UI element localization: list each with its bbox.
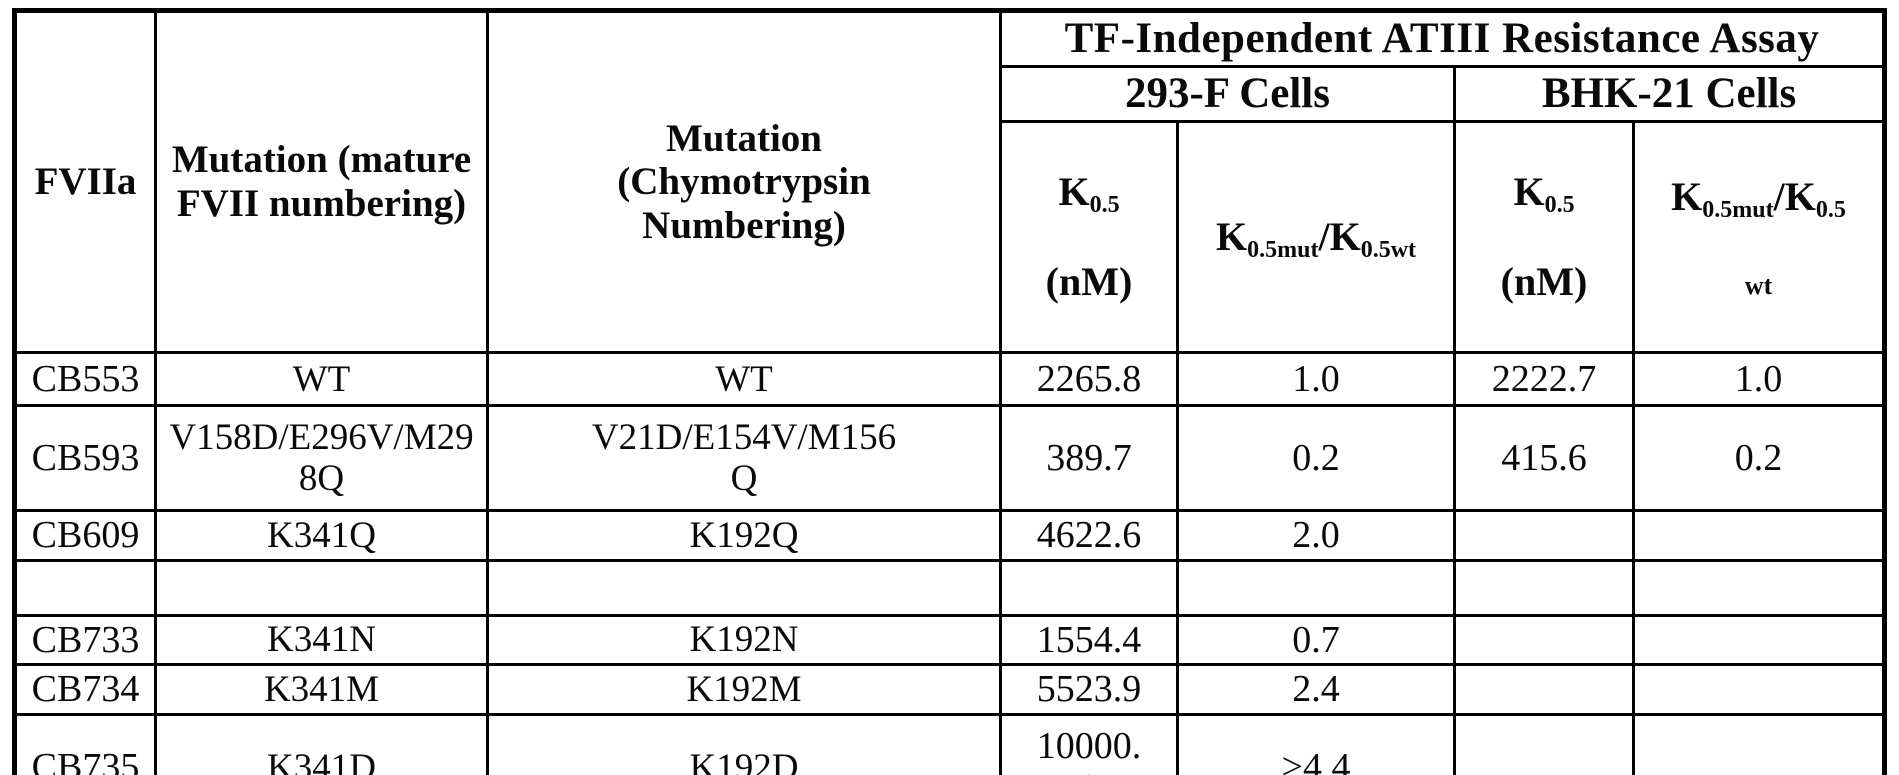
cell-kratio-bhk21	[1631, 509, 1887, 562]
cell-kratio-293f: 2.4	[1176, 663, 1456, 716]
cell-kratio-293f: 2.0	[1176, 509, 1456, 562]
cell-k05-293f: 2265.8	[999, 351, 1179, 408]
k05-label: K0.5	[1513, 169, 1575, 219]
cell-kratio-bhk21: 1.0	[1631, 351, 1887, 408]
cell-kratio-bhk21	[1631, 712, 1887, 775]
cell-mutation-mature	[154, 558, 489, 617]
col-header-mutation-chymotrypsin: Mutation (Chymotrypsin Numbering)	[486, 8, 1002, 355]
cell-fviia: CB734	[13, 663, 157, 716]
cell-fviia: CB733	[13, 613, 157, 667]
col-header-kratio-bhk21: K0.5mut/K0.5 wt	[1631, 120, 1887, 355]
cell-k05-bhk21	[1453, 663, 1635, 716]
cell-mutation-mature: V158D/E296V/M29 8Q	[154, 404, 489, 513]
cell-k05-bhk21: 2222.7	[1453, 351, 1635, 408]
kratio-label: K0.5mut/K0.5	[1671, 173, 1846, 224]
cell-fviia: CB735	[13, 712, 157, 775]
cell-k05-293f: 5523.9	[999, 663, 1179, 716]
cell-fviia: CB593	[13, 404, 157, 513]
cell-k05-293f: 1554.4	[999, 613, 1179, 667]
cell-kratio-bhk21	[1631, 663, 1887, 716]
cell-mutation-mature: K341N	[154, 613, 489, 667]
table-row: CB733 K341N K192N 1554.4 0.7	[13, 613, 1887, 667]
k05-label: K0.5	[1058, 169, 1120, 219]
cell-k05-293f: 4622.6	[999, 509, 1179, 562]
cell-k05-293f: 10000. 0	[999, 712, 1179, 775]
cell-k05-bhk21	[1453, 712, 1635, 775]
cell-k05-bhk21	[1453, 558, 1635, 617]
k05-unit: (nM)	[1045, 258, 1133, 304]
group-header-293f-cells: 293-F Cells	[999, 65, 1456, 124]
cell-mutation-mature: K341Q	[154, 509, 489, 562]
cell-kratio-293f: >4.4	[1176, 712, 1456, 775]
cell-k05-bhk21	[1453, 509, 1635, 562]
cell-kratio-293f: 1.0	[1176, 351, 1456, 408]
cell-mutation-chymotrypsin: K192D	[486, 712, 1002, 775]
table-row: CB593 V158D/E296V/M29 8Q V21D/E154V/M156…	[13, 404, 1887, 513]
table-row: CB553 WT WT 2265.8 1.0 2222.7 1.0	[13, 351, 1887, 408]
kratio-label: K0.5mut/K0.5wt	[1215, 213, 1417, 264]
cell-kratio-293f: 0.2	[1176, 404, 1456, 513]
cell-fviia	[13, 558, 157, 617]
cell-kratio-bhk21	[1631, 558, 1887, 617]
cell-fviia: CB553	[13, 351, 157, 408]
cell-mutation-chymotrypsin: K192M	[486, 663, 1002, 716]
cell-k05-293f	[999, 558, 1179, 617]
col-header-mutation-mature: Mutation (mature FVII numbering)	[154, 8, 489, 355]
cell-kratio-293f	[1176, 558, 1456, 617]
cell-kratio-293f: 0.7	[1176, 613, 1456, 667]
table-row: CB735 K341D K192D 10000. 0 >4.4	[13, 712, 1887, 775]
table-row: CB734 K341M K192M 5523.9 2.4	[13, 663, 1887, 716]
col-header-k05-nm-bhk21: K0.5 (nM)	[1453, 120, 1635, 355]
group-header-bhk21-cells: BHK-21 Cells	[1452, 65, 1887, 124]
cell-kratio-bhk21: 0.2	[1631, 404, 1887, 513]
k05-unit: (nM)	[1500, 258, 1588, 304]
cell-kratio-bhk21	[1631, 613, 1887, 667]
cell-mutation-chymotrypsin: K192Q	[486, 509, 1002, 562]
kratio-wrapped-subscript: wt	[1744, 270, 1773, 300]
cell-mutation-chymotrypsin: K192N	[486, 613, 1002, 667]
cell-mutation-chymotrypsin: V21D/E154V/M156 Q	[486, 404, 1002, 513]
cell-mutation-chymotrypsin: WT	[486, 351, 1002, 408]
table-row-empty	[13, 558, 1887, 617]
atiii-resistance-assay-table: FVIIa Mutation (mature FVII numbering) M…	[12, 8, 1888, 775]
cell-k05-293f: 389.7	[999, 404, 1179, 513]
col-header-k05-nm-293f: K0.5 (nM)	[999, 120, 1179, 355]
cell-mutation-mature: K341M	[154, 663, 489, 716]
cell-mutation-chymotrypsin	[486, 558, 1002, 617]
table-row: CB609 K341Q K192Q 4622.6 2.0	[13, 509, 1887, 562]
cell-k05-bhk21: 415.6	[1453, 404, 1635, 513]
cell-mutation-mature: WT	[154, 351, 489, 408]
cell-k05-bhk21	[1453, 613, 1635, 667]
cell-mutation-mature: K341D	[154, 712, 489, 775]
assay-title: TF-Independent ATIII Resistance Assay	[998, 8, 1887, 69]
cell-fviia: CB609	[13, 509, 157, 562]
col-header-kratio-293f: K0.5mut/K0.5wt	[1176, 120, 1456, 355]
col-header-fviia: FVIIa	[13, 8, 157, 355]
